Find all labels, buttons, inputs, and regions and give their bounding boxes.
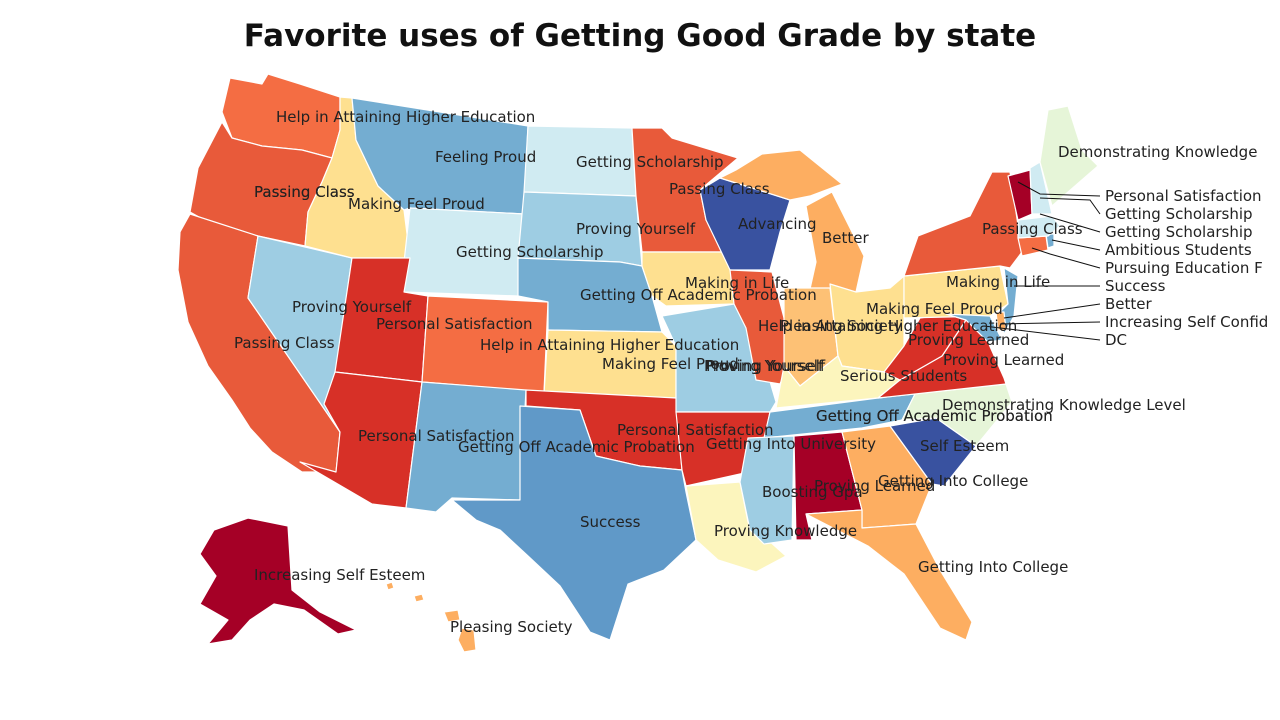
label-wa: Passing Class (254, 183, 355, 201)
label-id: Making Feel Proud (348, 195, 485, 213)
label-wy: Getting Scholarship (456, 243, 604, 261)
state-ak[interactable] (199, 517, 357, 645)
state-ct[interactable] (1017, 235, 1049, 257)
label-mt-extra: Help in Attaining Higher Education (276, 108, 535, 126)
state-labels: Passing Class Passing Class Passing Clas… (234, 108, 1268, 636)
state-mi-lower[interactable] (805, 191, 865, 299)
label-ct: Pursuing Education F (1105, 259, 1263, 277)
label-al: Proving Learned (814, 477, 935, 495)
label-sd: Proving Yourself (576, 220, 696, 238)
state-hi[interactable] (385, 581, 477, 653)
label-oh: Making Feel Proud (866, 300, 1003, 318)
label-or: Passing Class (254, 183, 355, 201)
label-nh: Getting Scholarship (1105, 205, 1253, 223)
label-extra-3: Proving Yourself (704, 357, 824, 375)
label-mo: Proving Yourself (706, 357, 826, 375)
label-mn: Passing Class (669, 180, 770, 198)
label-nd: Getting Scholarship (576, 153, 724, 171)
label-wi: Advancing (738, 215, 817, 233)
state-sc[interactable] (889, 417, 977, 487)
label-ak: Increasing Self Esteem (254, 566, 425, 584)
label-ca: Passing Class (234, 334, 335, 352)
label-co: Personal Satisfaction (376, 315, 533, 333)
label-dc: DC (1105, 331, 1127, 349)
leader-lines (983, 181, 1101, 341)
label-ga: Getting Into College (878, 472, 1028, 490)
label-extra-4: Getting Off Academic Probation (816, 407, 1053, 425)
state-mi[interactable] (719, 149, 843, 201)
label-ny: Passing Class (982, 220, 1083, 238)
label-ia: Making in Life (685, 274, 789, 292)
state-wy[interactable] (403, 207, 525, 297)
label-ok: Personal Satisfaction (617, 421, 774, 439)
label-me: Demonstrating Knowledge (1058, 143, 1257, 161)
label-ma: Getting Scholarship (1105, 223, 1253, 241)
label-de: Better (1105, 295, 1153, 313)
label-ri: Ambitious Students (1105, 241, 1252, 259)
state-shapes (177, 73, 1099, 653)
state-de[interactable] (995, 311, 1007, 331)
state-ma[interactable] (1017, 215, 1061, 239)
label-az: Personal Satisfaction (358, 427, 515, 445)
label-mi: Better (822, 229, 870, 247)
label-tx: Success (580, 513, 641, 531)
state-md[interactable] (945, 313, 1003, 343)
state-nh[interactable] (1029, 161, 1053, 215)
label-vt: Personal Satisfaction (1105, 187, 1262, 205)
label-fl: Getting Into College (918, 558, 1068, 576)
label-ks-extra: Help in Attaining Higher Education (480, 336, 739, 354)
label-pa: Making in Life (946, 273, 1050, 291)
state-tx[interactable] (451, 405, 697, 641)
label-ar: Getting Into University (706, 435, 876, 453)
state-fl[interactable] (805, 509, 973, 641)
label-sc: Self Esteem (920, 437, 1009, 455)
label-tn: Getting Off Academic Probation (816, 407, 1053, 425)
label-wv: Proving Learned (908, 331, 1029, 349)
label-md: Increasing Self Confid (1105, 313, 1268, 331)
label-ky: Serious Students (840, 367, 967, 385)
label-mt: Feeling Proud (435, 148, 536, 166)
label-ms: Boosting Gpa (762, 483, 863, 501)
state-nc[interactable] (877, 383, 1013, 447)
map-title: Favorite uses of Getting Good Grade by s… (243, 18, 1037, 54)
label-nj: Success (1105, 277, 1166, 295)
label-nm: Getting Off Academic Probation (458, 438, 695, 456)
label-ut: Proving Yourself (292, 298, 412, 316)
label-in: Pleasing Society (780, 317, 903, 335)
label-ne: Getting Off Academic Probation (580, 286, 817, 304)
label-hi: Pleasing Society (450, 618, 573, 636)
label-nc: Demonstrating Knowledge Level (942, 396, 1186, 414)
label-ks: Making Feel Proud (602, 355, 739, 373)
label-la: Proving Knowledge (714, 522, 857, 540)
label-va: Proving Learned (943, 351, 1064, 369)
state-me[interactable] (1039, 105, 1099, 207)
label-il: Help in Attaining Higher Education (758, 317, 1017, 335)
